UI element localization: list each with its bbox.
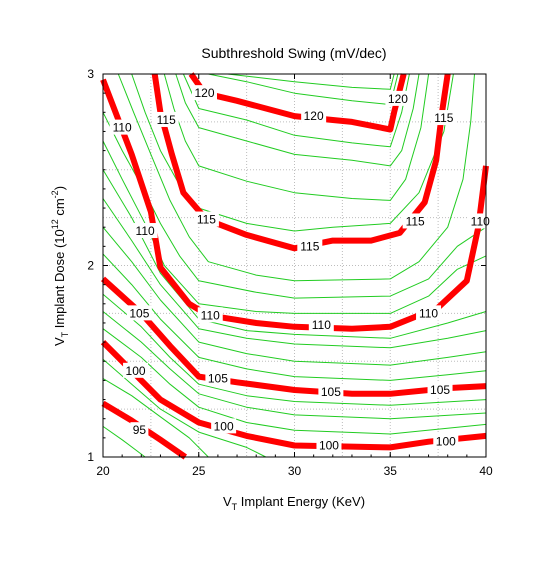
contour-label-background: [301, 108, 327, 124]
contour-label-background: [431, 110, 457, 126]
contour-label-background: [153, 111, 179, 127]
minor-contour-line: [227, 73, 395, 90]
contour-label-115: 115: [300, 239, 319, 253]
contour-label-background: [191, 85, 217, 101]
contour-label-120: 120: [194, 86, 214, 100]
minor-contour-line: [102, 253, 487, 381]
minor-contour-line: [102, 226, 487, 366]
contour-label-background: [467, 213, 493, 229]
y-axis-label-prefix: V: [52, 337, 67, 346]
contour-label-background: [109, 119, 135, 135]
x-axis-label-prefix: V: [223, 494, 232, 509]
contour-label-100: 100: [319, 439, 339, 453]
contour-label-105: 105: [129, 306, 149, 320]
contour-label-background: [123, 362, 149, 378]
minor-contour-line: [182, 73, 410, 148]
x-tick-label: 30: [288, 464, 302, 478]
contour-label-110: 110: [201, 308, 220, 322]
major-contour-line-110: [100, 78, 489, 332]
minor-contour-line: [102, 311, 487, 420]
contour-label-background: [308, 316, 334, 332]
contour-label-background: [130, 422, 149, 438]
contour-label-115: 115: [197, 213, 216, 227]
x-axis-label: VT Implant Energy (KeV): [223, 494, 365, 512]
contour-label-110: 110: [419, 306, 438, 320]
contour-label-background: [126, 305, 152, 321]
contour-label-110: 110: [113, 121, 132, 135]
x-tick-label: 40: [479, 464, 493, 478]
minor-contour-line: [102, 425, 146, 458]
contour-label-110: 110: [312, 318, 331, 332]
contour-label-background: [402, 213, 428, 229]
contour-label-background: [297, 238, 323, 254]
contour-label-background: [427, 381, 453, 397]
x-tick-label: 20: [96, 464, 110, 478]
y-tick-label: 3: [87, 67, 94, 81]
y-tick-label: 2: [87, 259, 94, 273]
y-axis-ticks: 1 2 3: [87, 67, 486, 464]
x-axis-ticks: 20 25 30 35 40: [96, 74, 493, 478]
y-axis-label-middle-2: cm: [52, 198, 67, 219]
contour-label-110: 110: [136, 224, 155, 238]
contour-label-110: 110: [471, 214, 490, 228]
contour-label-115: 115: [406, 214, 425, 228]
contour-label-120: 120: [388, 92, 408, 106]
contour-label-background: [211, 418, 237, 434]
contour-label-105: 105: [208, 371, 228, 385]
contour-label-100: 100: [436, 435, 456, 449]
y-axis-label-superscript-1: 12: [50, 219, 60, 229]
major-contour-line-100: [100, 339, 487, 451]
major-contour-line-105: [100, 276, 487, 397]
contour-label-105: 105: [430, 383, 450, 397]
minor-contour-line: [102, 378, 209, 458]
contour-label-background: [385, 90, 411, 106]
contour-label-120: 120: [304, 109, 324, 123]
x-axis-label-suffix: Implant Energy (KeV): [237, 494, 365, 509]
contour-label-background: [416, 305, 442, 321]
y-tick-label: 1: [87, 450, 94, 464]
contour-label-105: 105: [321, 385, 341, 399]
minor-contour-line: [102, 140, 487, 314]
x-tick-label: 25: [192, 464, 206, 478]
contour-label-background: [316, 437, 342, 453]
y-axis-label-superscript-2: -2: [50, 190, 60, 198]
contour-label-background: [318, 383, 344, 399]
contour-label-background: [197, 307, 223, 323]
contour-label-115: 115: [434, 111, 453, 125]
x-axis-label-subscript: T: [232, 502, 238, 512]
x-tick-label: 35: [384, 464, 398, 478]
chart-title: Subthreshold Swing (mV/dec): [201, 45, 386, 61]
contour-label-100: 100: [126, 364, 146, 378]
y-axis-label-middle: Implant Dose (10: [52, 229, 67, 332]
contour-label-background: [132, 223, 158, 239]
minor-contour-line: [131, 73, 454, 232]
contour-label-95: 95: [133, 423, 147, 437]
minor-contour-line: [102, 293, 487, 406]
contour-level-labels: 95 100 100 100 100 105 105 105 105 110 110 110 110 11…: [109, 85, 493, 453]
contour-label-background: [193, 211, 219, 227]
y-axis-label-subscript: T: [60, 331, 70, 337]
contour-label-100: 100: [214, 419, 234, 433]
minor-contour-line: [102, 328, 487, 435]
minor-contour-line: [102, 198, 487, 349]
y-axis-label: VT Implant Dose (1012 cm-2): [50, 186, 70, 346]
minor-contour-line: [117, 73, 475, 282]
y-axis-label-suffix: ): [52, 186, 67, 190]
minor-contour-line: [102, 358, 267, 458]
contour-label-background: [205, 370, 231, 386]
minor-contour-line: [175, 73, 420, 167]
contour-label-115: 115: [157, 113, 176, 127]
contour-label-background: [433, 433, 459, 449]
minor-contour-line: [163, 73, 430, 201]
